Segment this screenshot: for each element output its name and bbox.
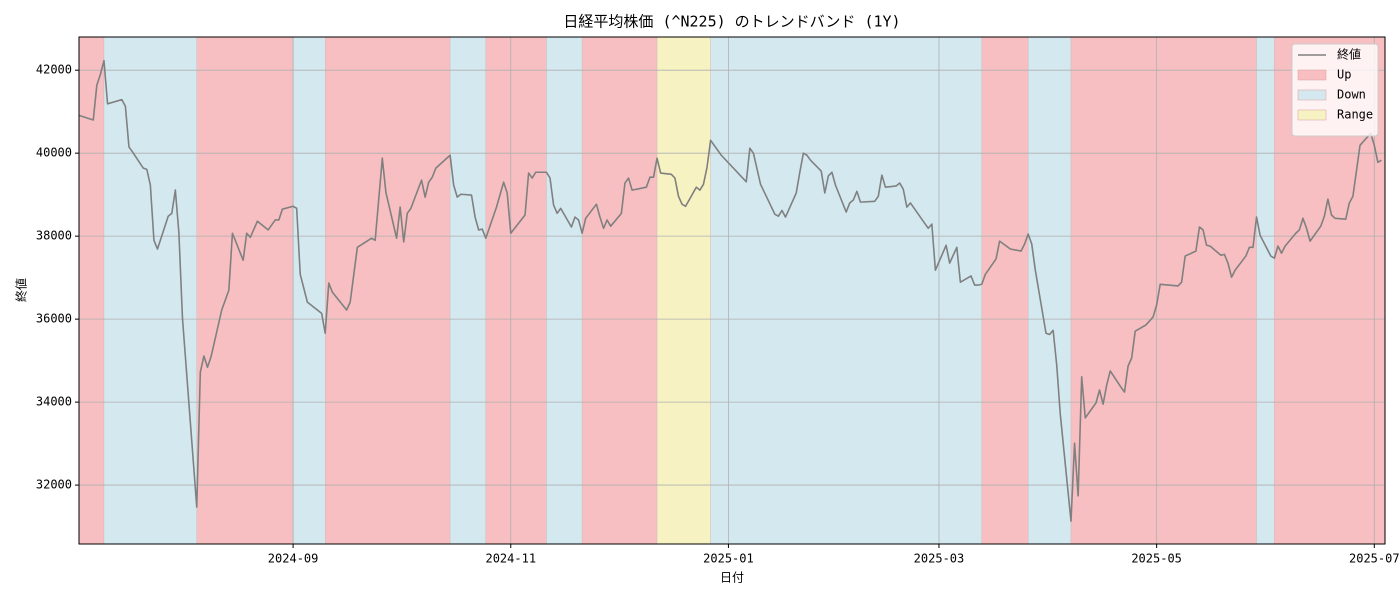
trend-band <box>449 36 486 545</box>
trend-band <box>325 36 451 545</box>
y-tick-label: 40000 <box>36 146 72 160</box>
x-tick-label: 2024-09 <box>268 552 319 566</box>
y-tick-label: 34000 <box>36 395 72 409</box>
legend-label: Range <box>1337 108 1373 122</box>
legend-label: Down <box>1337 88 1366 102</box>
bands <box>78 36 1386 545</box>
y-tick-label: 38000 <box>36 229 72 243</box>
x-tick-label: 2025-05 <box>1131 552 1182 566</box>
y-tick-label: 32000 <box>36 478 72 492</box>
ticks: 32000 34000 36000 38000 40000 42000 2024-09 202… <box>36 63 1400 566</box>
legend: 終値 Up Down Range <box>1291 43 1379 137</box>
chart-title: 日経平均株価 (^N225) のトレンドバンド (1Y) <box>563 13 900 31</box>
trend-band <box>1256 36 1275 545</box>
trend-band <box>1070 36 1257 545</box>
y-axis-label: 終値 <box>14 278 29 302</box>
x-tick-label: 2025-01 <box>703 552 754 566</box>
x-axis-label: 日付 <box>720 571 744 585</box>
legend-label: 終値 <box>1337 47 1361 62</box>
trend-band <box>485 36 547 545</box>
trend-band <box>292 36 326 545</box>
trend-band <box>981 36 1029 545</box>
price-line <box>78 59 1382 522</box>
y-tick-label: 36000 <box>36 312 72 326</box>
grid <box>79 37 1385 544</box>
trend-band <box>103 36 197 545</box>
trend-band <box>546 36 583 545</box>
legend-label: Up <box>1337 68 1351 82</box>
trend-band <box>656 36 711 545</box>
legend-swatch <box>1297 109 1327 121</box>
x-tick-label: 2024-11 <box>485 552 536 566</box>
trend-band <box>1027 36 1072 545</box>
legend-swatch <box>1297 89 1327 101</box>
lines <box>78 59 1382 522</box>
trend-band <box>196 36 294 545</box>
trend-band <box>581 36 658 545</box>
x-tick-label: 2025-03 <box>914 552 965 566</box>
plot-frame <box>78 36 1386 545</box>
trend-band <box>78 36 105 545</box>
x-tick-label: 2025-07 <box>1349 552 1400 566</box>
legend-swatch <box>1297 69 1327 81</box>
trend-band <box>710 36 982 545</box>
y-tick-label: 42000 <box>36 63 72 77</box>
